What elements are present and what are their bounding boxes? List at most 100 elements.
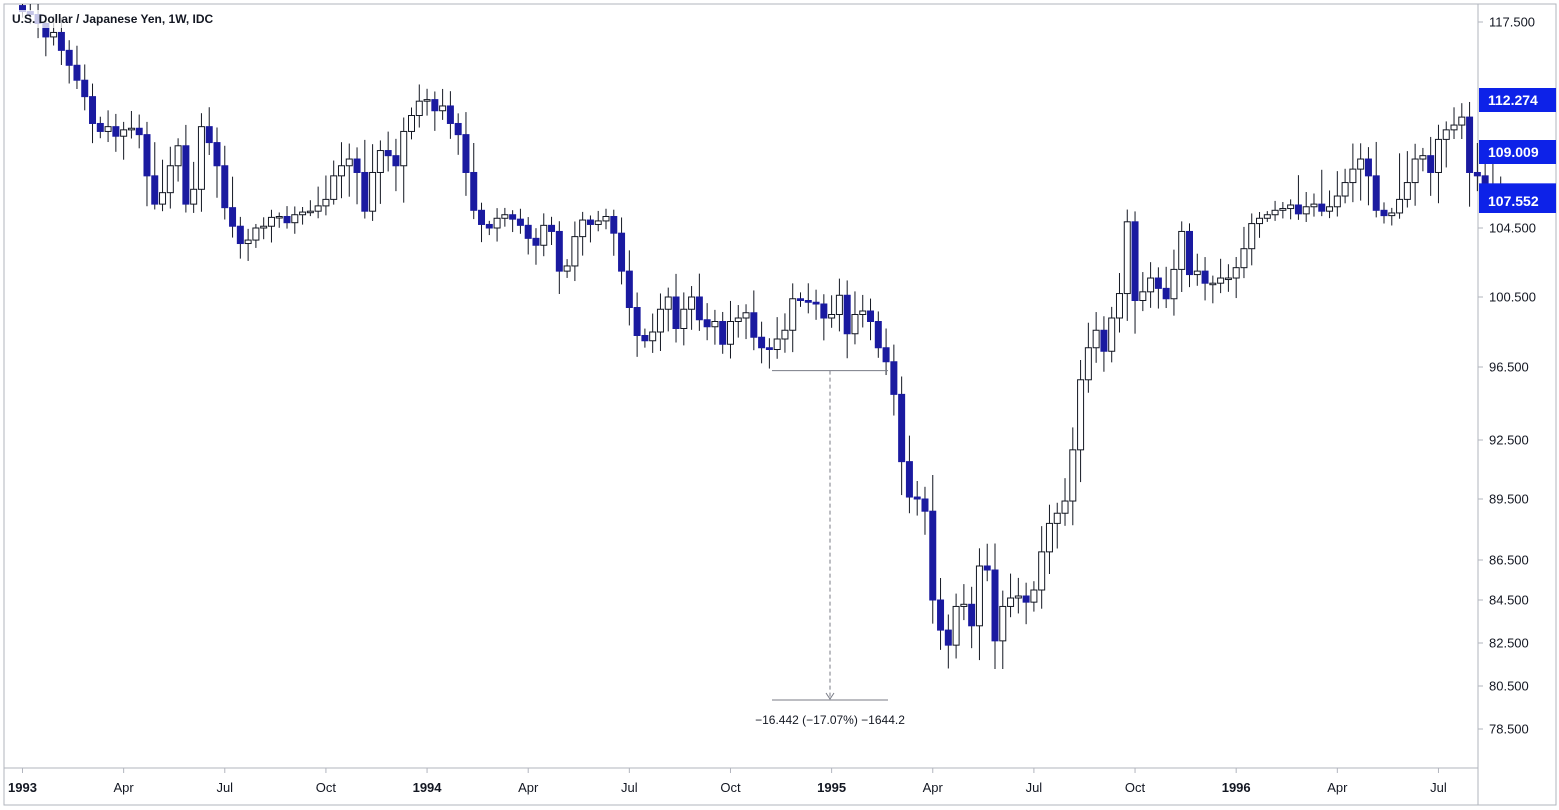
candle xyxy=(400,117,408,203)
candle-body-up xyxy=(563,265,571,272)
price-tick-label: 82.500 xyxy=(1489,636,1529,651)
candle-body-up xyxy=(734,317,742,322)
measure-arrow xyxy=(825,692,835,700)
candle xyxy=(516,208,524,234)
candle-body-down xyxy=(641,335,649,342)
time-tick-label: Jul xyxy=(621,780,638,795)
chart-title: U.S. Dollar / Japanese Yen, 1W, IDC xyxy=(12,12,214,26)
candle xyxy=(921,486,929,535)
candle xyxy=(322,175,330,216)
candle-body-up xyxy=(1069,449,1077,502)
candle-body-up xyxy=(851,314,859,335)
candle xyxy=(1232,256,1240,299)
candle xyxy=(571,221,579,282)
candle-body-down xyxy=(890,361,898,395)
candle-body-up xyxy=(50,31,58,38)
candle xyxy=(1287,199,1295,220)
candle xyxy=(1053,502,1061,549)
candle xyxy=(898,376,906,496)
candle xyxy=(462,112,470,196)
candle xyxy=(781,313,789,353)
candle xyxy=(330,160,338,205)
candle xyxy=(392,138,400,192)
candle-body-up xyxy=(649,331,657,342)
candle xyxy=(1458,103,1466,140)
candle xyxy=(555,221,563,294)
candle-body-up xyxy=(1123,221,1131,295)
candle xyxy=(695,273,703,331)
candle-body-down xyxy=(625,270,633,308)
candle xyxy=(127,110,135,139)
candle xyxy=(859,294,867,328)
candle-body-up xyxy=(1326,206,1334,212)
candle xyxy=(633,292,641,357)
candle xyxy=(968,586,976,649)
candle xyxy=(267,209,275,243)
candle-body-down xyxy=(937,599,945,631)
candle-body-up xyxy=(1232,267,1240,279)
measure-label: −16.442 (−17.07%) −1644.2 xyxy=(755,713,905,727)
candle xyxy=(89,83,97,144)
candle-body-up xyxy=(1442,129,1450,140)
candle-body-down xyxy=(968,603,976,627)
candle xyxy=(73,45,81,90)
candle-body-up xyxy=(540,224,548,246)
candle xyxy=(563,259,571,278)
candle xyxy=(221,145,229,220)
candle xyxy=(618,217,626,285)
candle-body-down xyxy=(143,134,151,177)
candle-body-down xyxy=(478,209,486,225)
candle xyxy=(975,548,983,661)
candle-body-down xyxy=(874,321,882,349)
candle xyxy=(540,213,548,257)
candle xyxy=(1310,193,1318,217)
candle-body-down xyxy=(1294,204,1302,215)
candle xyxy=(1084,322,1092,393)
candle-body-up xyxy=(1224,277,1232,281)
candle xyxy=(804,283,812,314)
candle-body-down xyxy=(882,347,890,363)
price-tick-label: 86.500 xyxy=(1489,553,1529,568)
candle xyxy=(1240,226,1248,279)
candle-body-up xyxy=(1287,204,1295,210)
candle-body-up xyxy=(1038,551,1046,591)
candle-body-down xyxy=(509,214,517,220)
candle-body-up xyxy=(423,99,431,102)
candle xyxy=(952,593,960,659)
price-tick-label: 100.500 xyxy=(1489,290,1536,305)
candle-body-up xyxy=(244,239,252,245)
candle xyxy=(1302,191,1310,222)
candle xyxy=(610,209,618,256)
candle-body-up xyxy=(127,127,135,131)
candle-body-up xyxy=(789,298,797,331)
candle-body-up xyxy=(1458,116,1466,126)
candle xyxy=(1271,200,1279,221)
candle xyxy=(260,217,268,240)
candle xyxy=(1427,136,1435,196)
price-tick-label: 92.500 xyxy=(1489,433,1529,448)
candle xyxy=(135,114,143,149)
time-tick-label: 1995 xyxy=(817,780,846,795)
candle-body-down xyxy=(65,49,73,66)
candle-body-down xyxy=(898,393,906,463)
candle xyxy=(431,91,439,131)
candle-body-up xyxy=(1263,214,1271,219)
price-tag-label: 107.552 xyxy=(1488,193,1539,209)
candle xyxy=(454,113,462,155)
price-tick-label: 80.500 xyxy=(1489,679,1529,694)
candle xyxy=(361,139,369,219)
candle-body-up xyxy=(1450,124,1458,131)
candle xyxy=(1450,107,1458,140)
candle-body-down xyxy=(548,224,556,232)
candle-body-down xyxy=(633,307,641,336)
candle-body-down xyxy=(229,207,237,227)
candle xyxy=(291,206,299,234)
candle xyxy=(439,88,447,120)
candle xyxy=(548,216,556,245)
candle-body-up xyxy=(501,214,509,219)
candle-body-up xyxy=(291,214,299,224)
candle-body-up xyxy=(1209,282,1217,286)
candle-body-down xyxy=(944,629,952,646)
